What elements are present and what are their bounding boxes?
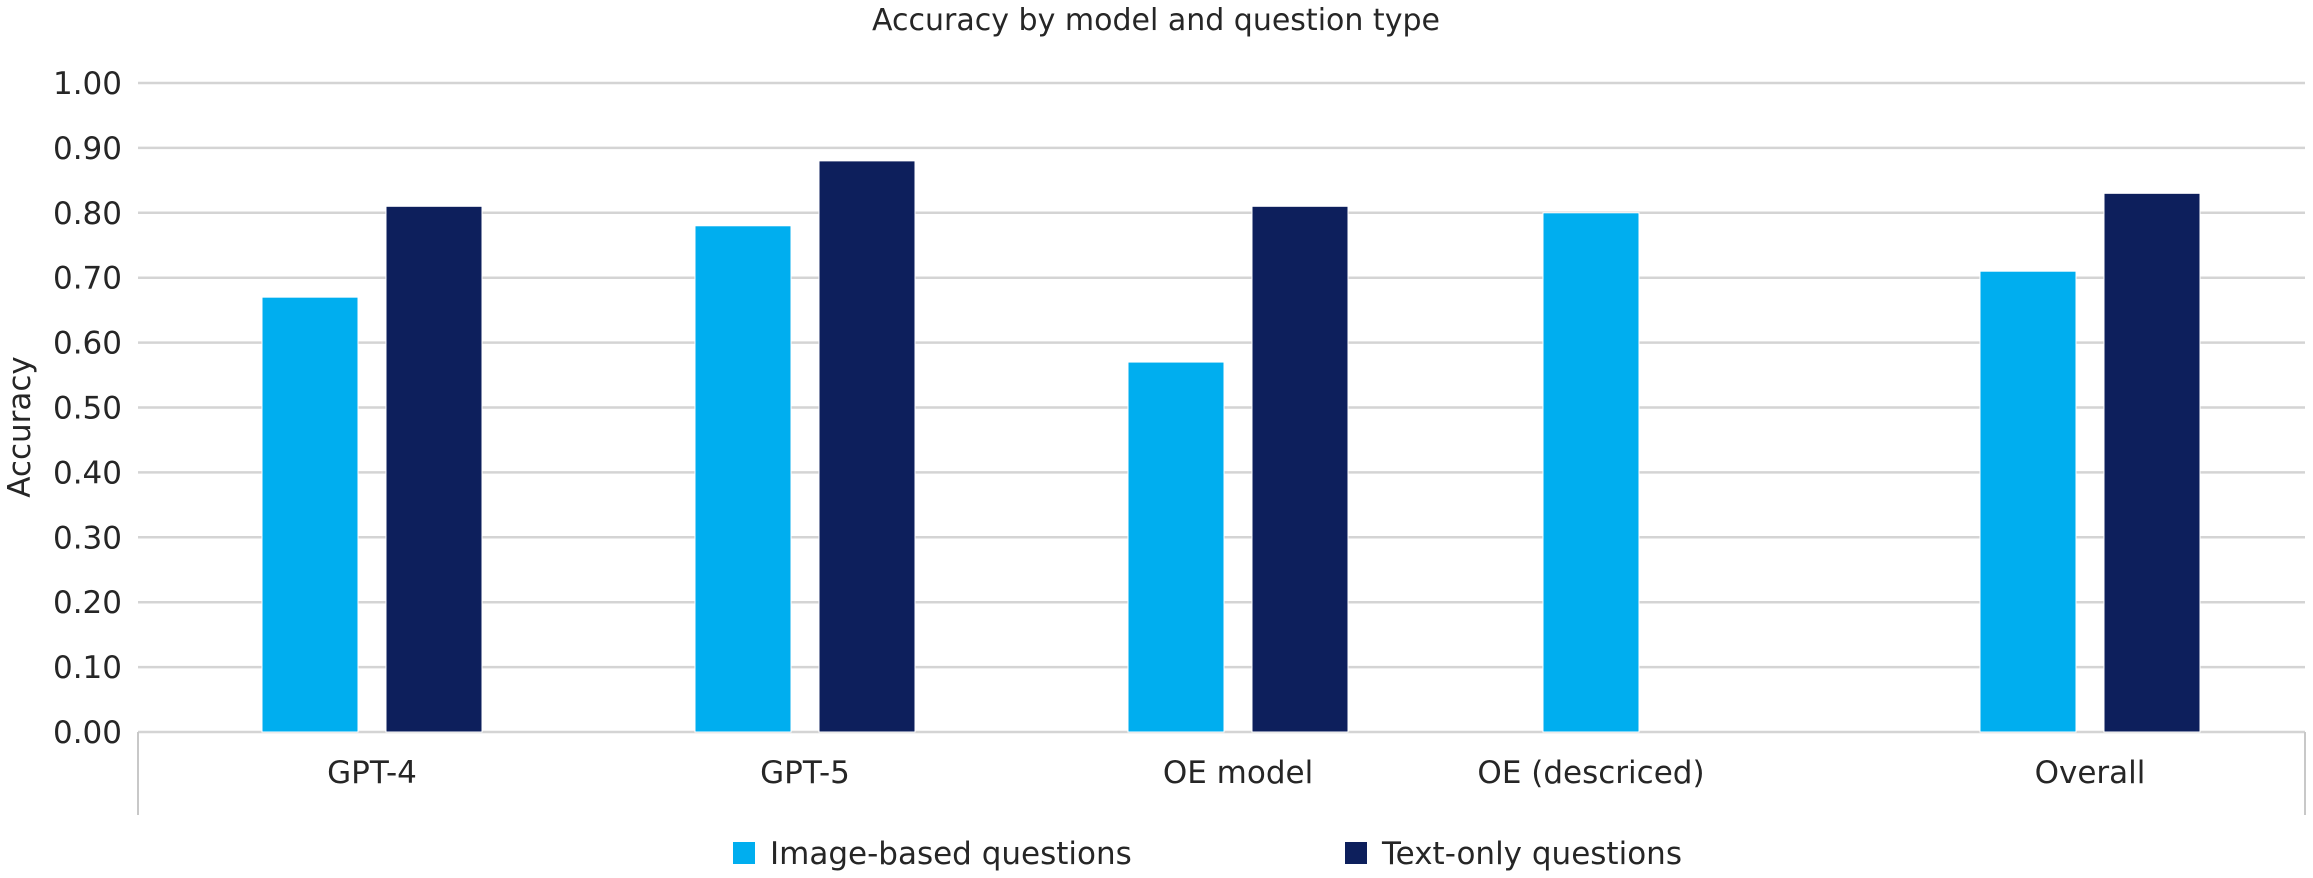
x-category-label: OE model bbox=[1163, 755, 1313, 791]
category-frame-line bbox=[137, 732, 2306, 815]
bar-image-based bbox=[261, 296, 359, 733]
bar-image-based bbox=[694, 225, 792, 733]
bars bbox=[261, 160, 2201, 733]
y-tick-label: 0.50 bbox=[53, 391, 122, 427]
y-tick-label: 0.40 bbox=[53, 455, 122, 491]
y-tick-label: 0.10 bbox=[53, 650, 122, 686]
x-axis-categories: GPT-4 GPT-5 OE model OE (descriced) Overall bbox=[327, 755, 2145, 791]
x-category-label: GPT-5 bbox=[760, 755, 850, 791]
bar-text-only bbox=[818, 160, 916, 733]
bar-text-only bbox=[385, 205, 483, 733]
y-axis-ticks: 0.00 0.10 0.20 0.30 0.40 0.50 0.60 0.70 0.80 0.90… bbox=[53, 66, 122, 751]
chart-title: Accuracy by model and question type bbox=[872, 3, 1440, 38]
bar-text-only bbox=[1251, 205, 1349, 733]
bar-image-based bbox=[1127, 361, 1225, 733]
y-tick-label: 0.20 bbox=[53, 585, 122, 621]
category-axis-frame bbox=[137, 732, 2306, 815]
legend-label: Text-only questions bbox=[1381, 836, 1682, 872]
bar-image-based bbox=[1542, 212, 1640, 733]
y-tick-label: 1.00 bbox=[53, 66, 122, 102]
y-tick-label: 0.70 bbox=[53, 261, 122, 297]
legend-swatch bbox=[1345, 842, 1367, 864]
y-axis-title: Accuracy bbox=[2, 356, 38, 498]
y-tick-label: 0.90 bbox=[53, 131, 122, 167]
y-tick-label: 0.80 bbox=[53, 196, 122, 232]
y-tick-label: 0.60 bbox=[53, 326, 122, 362]
y-tick-label: 0.30 bbox=[53, 520, 122, 556]
bar-image-based bbox=[1979, 270, 2077, 733]
legend-label: Image-based questions bbox=[770, 836, 1132, 872]
x-category-label: GPT-4 bbox=[327, 755, 417, 791]
x-category-label: Overall bbox=[2035, 755, 2146, 791]
legend: Image-based questions Text-only questions bbox=[733, 836, 1682, 872]
bar-text-only bbox=[2103, 192, 2201, 733]
y-tick-label: 0.00 bbox=[53, 715, 122, 751]
x-category-label: OE (descriced) bbox=[1477, 755, 1704, 791]
legend-swatch bbox=[733, 842, 755, 864]
